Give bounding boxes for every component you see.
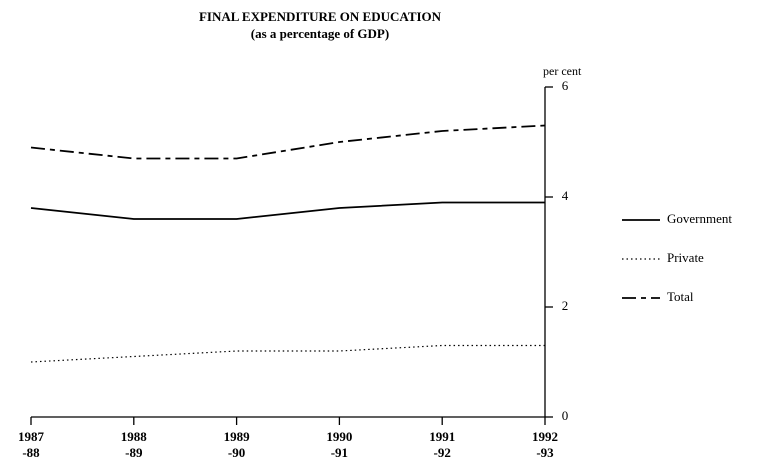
y-tick-label: 6	[562, 78, 569, 93]
x-tick-label: 1987	[18, 429, 45, 444]
series-line	[30, 344, 545, 363]
legend-label: Government	[667, 211, 732, 226]
x-tick-label: 1991	[429, 429, 455, 444]
x-tick-label: -89	[125, 445, 143, 460]
x-tick-label: -90	[228, 445, 245, 460]
x-tick-label: -92	[434, 445, 451, 460]
chart-subtitle: (as a percentage of GDP)	[251, 26, 389, 41]
y-tick-label: 2	[562, 298, 569, 313]
x-tick-label: -88	[22, 445, 40, 460]
chart-title: FINAL EXPENDITURE ON EDUCATION	[199, 9, 442, 24]
x-tick-label: 1992	[532, 429, 558, 444]
x-tick-label: -91	[331, 445, 348, 460]
y-tick-label: 4	[562, 188, 569, 203]
x-tick-label: 1988	[121, 429, 148, 444]
x-tick-label: 1990	[326, 429, 352, 444]
series-line	[30, 201, 545, 220]
legend-label: Total	[667, 289, 694, 304]
x-tick-label: 1989	[224, 429, 251, 444]
x-tick-label: -93	[536, 445, 554, 460]
legend-label: Private	[667, 250, 704, 265]
y-axis-label: per cent	[543, 64, 582, 78]
series-line	[30, 124, 546, 160]
y-tick-label: 0	[562, 408, 569, 423]
